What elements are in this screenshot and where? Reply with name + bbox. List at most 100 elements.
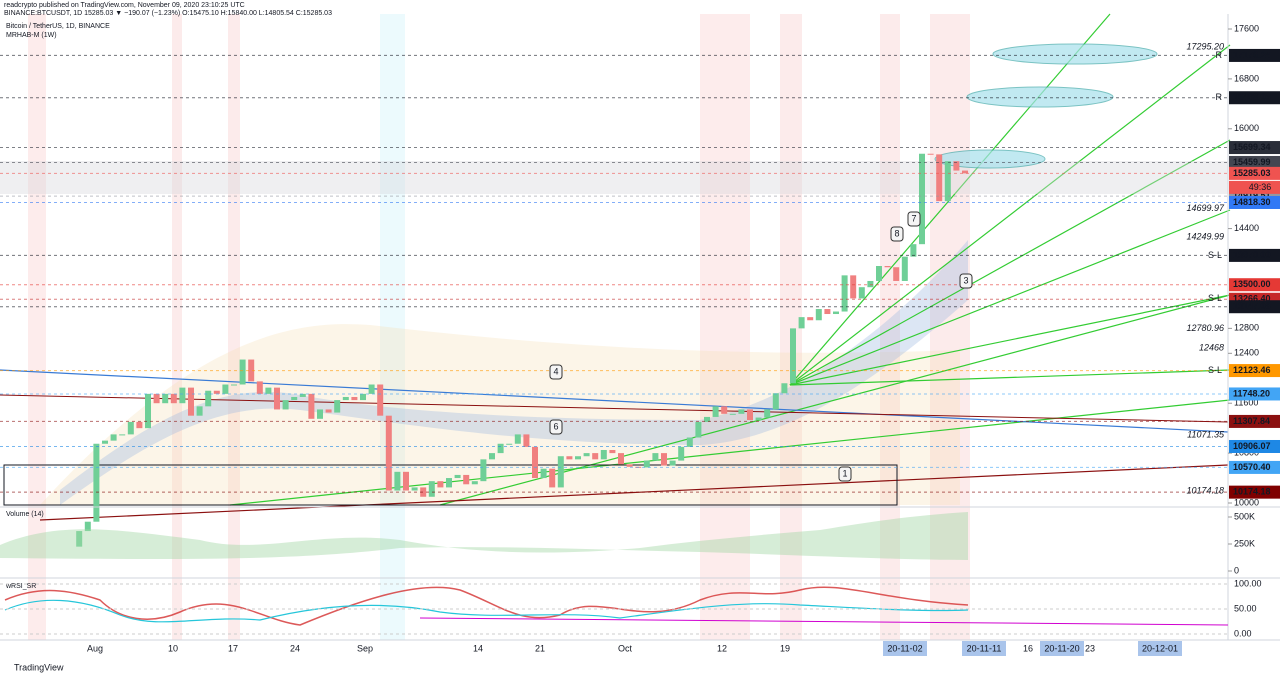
price-tag-label: 13500.00 [1233, 279, 1271, 289]
candle [385, 415, 392, 491]
legend-indicator: MRHAB-M (1W) [6, 32, 57, 39]
date-highlight [883, 641, 927, 656]
price-tag [1229, 439, 1280, 453]
candle [179, 387, 186, 404]
price-tag-label: 10906.07 [1233, 441, 1271, 451]
date-highlight [1138, 641, 1182, 656]
cloud-area [40, 324, 960, 505]
candle [781, 383, 788, 394]
candle [910, 244, 917, 257]
candle [463, 474, 470, 485]
x-tick-label: 20-11-20 [1044, 643, 1079, 653]
rsi-trend-line [419, 617, 1229, 626]
x-tick-label: 16 [1023, 643, 1033, 653]
candle [962, 170, 968, 174]
candle [213, 390, 220, 394]
volume-tick-label: 250K [1234, 538, 1255, 548]
candle [807, 317, 814, 321]
volume-area [0, 512, 968, 560]
candle [291, 396, 298, 401]
annotation-box [549, 419, 563, 435]
annotation-box [890, 226, 904, 242]
candle [523, 434, 530, 447]
price-tag-label: 10174.18 [1233, 487, 1271, 497]
candle [549, 468, 556, 488]
candle [514, 434, 521, 444]
range-box [3, 464, 898, 506]
candle [411, 487, 418, 491]
candle [222, 384, 229, 394]
annotation-box [907, 211, 921, 227]
candle [239, 359, 246, 385]
price-tag-label: 15459.99 [1233, 157, 1271, 167]
price-tag [1229, 248, 1280, 262]
price-tag-label: 15699.34 [1233, 142, 1271, 152]
volume-title: Volume (14) [6, 511, 44, 518]
candle [841, 275, 848, 312]
line-label: 11071.35 [1187, 430, 1225, 440]
candle [188, 387, 194, 416]
x-tick-label: 14 [473, 643, 483, 653]
candle [867, 280, 874, 288]
price-tag [1229, 48, 1280, 62]
price-tag-label: 12123.46 [1233, 365, 1271, 375]
candle [729, 413, 736, 415]
candle [84, 521, 91, 532]
candle [884, 266, 891, 268]
price-tag-label: 13970.00 [1233, 250, 1271, 260]
line-label: 17295.20 [1186, 41, 1224, 51]
candle [772, 393, 779, 410]
candle [205, 390, 212, 407]
candle [110, 434, 117, 441]
candle [575, 456, 581, 460]
candle [626, 464, 633, 467]
footer-logo: TradingView [14, 662, 64, 672]
candle [755, 417, 762, 421]
price-tag-label: 16498.05 [1233, 92, 1271, 102]
x-tick-label: 20-11-02 [887, 643, 922, 653]
candle [317, 409, 323, 419]
candle [678, 446, 685, 461]
candle [360, 393, 366, 401]
range-box [0, 161, 1228, 194]
candle [497, 443, 504, 454]
candle [815, 309, 822, 321]
resistance-label: R [1216, 92, 1223, 102]
candle [153, 393, 160, 404]
y-tick-label: 16800 [1234, 73, 1259, 83]
candle [600, 449, 607, 460]
price-tag [1229, 485, 1280, 499]
candle [876, 266, 882, 281]
candle [248, 359, 255, 382]
price-tag-label: 11748.20 [1233, 388, 1270, 398]
candle [850, 275, 857, 299]
price-tag-label: 17176.24 [1233, 50, 1271, 60]
x-tick-label: 23 [1085, 643, 1095, 653]
line-label: 10174.18 [1186, 486, 1224, 496]
annotation-box [838, 466, 852, 482]
x-tick-label: 21 [535, 643, 545, 653]
support-label: S-L [1208, 293, 1222, 303]
x-tick-label: Oct [618, 643, 633, 653]
y-tick-label: 12400 [1234, 348, 1259, 358]
price-tag [1229, 460, 1280, 474]
price-tag-label: 13266.40 [1233, 294, 1271, 304]
price-tag [1229, 364, 1280, 378]
price-tag [1229, 91, 1280, 105]
candle [747, 409, 753, 421]
candle [618, 453, 624, 465]
countdown: 49:36 [1249, 182, 1272, 192]
candle [377, 384, 384, 416]
candle [669, 460, 676, 466]
candle [308, 393, 315, 419]
y-tick-label: 10000 [1234, 497, 1259, 507]
rsi-tick-label: 50.00 [1234, 603, 1257, 613]
price-tag [1229, 387, 1280, 401]
candle [334, 400, 341, 413]
annotation-label: 4 [553, 366, 558, 376]
date-highlight [1040, 641, 1084, 656]
annotation-label: 1 [842, 468, 847, 478]
candle [927, 153, 934, 155]
candle [437, 481, 444, 488]
support-label: S-L [1208, 250, 1222, 260]
